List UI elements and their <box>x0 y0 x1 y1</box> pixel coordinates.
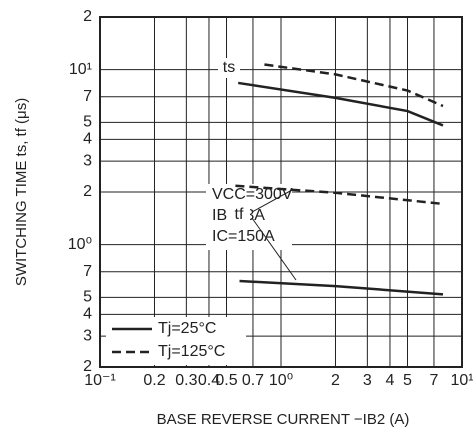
label-bg <box>228 205 250 225</box>
curve-label: ts <box>223 59 235 76</box>
curve <box>237 81 444 127</box>
curve <box>239 279 444 296</box>
y-tick-label: 4 <box>83 131 92 148</box>
condition: VCC=300V <box>212 186 293 203</box>
x-tick-label: 4 <box>386 372 395 389</box>
plot-frame <box>99 16 463 368</box>
y-tick-label: 4 <box>83 306 92 323</box>
x-tick-label: 10⁰ <box>269 372 293 389</box>
x-tick-label: 0.5 <box>215 372 237 389</box>
curve-label: tf <box>235 206 244 223</box>
curve <box>264 63 444 108</box>
y-axis-label: SWITCHING TIME ts, tf (μs) <box>13 98 30 286</box>
y-tick-label: 2 <box>83 183 92 200</box>
condition: IC=150A <box>212 228 275 245</box>
y-tick-label: 7 <box>83 88 92 105</box>
label-bg <box>218 58 240 78</box>
pointer <box>251 217 297 281</box>
legend-label: Tj=25°C <box>158 320 216 337</box>
x-tick-label: 3 <box>363 372 372 389</box>
x-tick-label: 0.7 <box>242 372 264 389</box>
x-tick-label: 0.2 <box>143 372 165 389</box>
legend-bg <box>106 317 246 365</box>
pointer <box>251 189 293 213</box>
y-tick-label: 10⁰ <box>68 236 92 253</box>
legend-label: Tj=125°C <box>158 343 225 360</box>
y-tick-label: 7 <box>83 263 92 280</box>
x-tick-label: 0.4 <box>198 372 220 389</box>
y-tick-label: 10¹ <box>69 61 92 78</box>
y-tick-label: 3 <box>83 327 92 344</box>
x-tick-label: 0.3 <box>175 372 197 389</box>
y-tick-label: 3 <box>83 152 92 169</box>
y-tick-label: 2 <box>83 358 92 375</box>
curve <box>235 184 444 206</box>
x-axis-label: BASE REVERSE CURRENT −IB2 (A) <box>157 411 410 428</box>
y-tick-label: 5 <box>83 289 92 306</box>
x-tick-label: 7 <box>430 372 439 389</box>
x-tick-label: 10¹ <box>450 372 473 389</box>
y-tick-label: 5 <box>83 114 92 131</box>
x-tick-label: 5 <box>403 372 412 389</box>
x-tick-label: 2 <box>331 372 340 389</box>
x-tick-label: 10⁻¹ <box>84 372 116 389</box>
y-tick-label: 2 <box>83 8 92 25</box>
